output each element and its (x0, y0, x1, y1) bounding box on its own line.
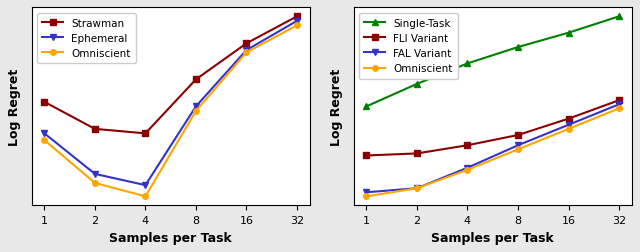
Single-Task (564, 32, 572, 35)
Single-Task (413, 83, 421, 86)
Omniscient (514, 148, 522, 151)
FAL Variant (615, 103, 623, 106)
FAL Variant (463, 167, 471, 170)
Ephemeral (40, 132, 48, 135)
FAL Variant (564, 124, 572, 127)
FLI Variant (514, 134, 522, 137)
Strawman (91, 128, 99, 131)
Omniscient (413, 187, 421, 190)
FLI Variant (615, 99, 623, 102)
Line: Ephemeral: Ephemeral (42, 19, 300, 188)
Omniscient (91, 182, 99, 185)
Single-Task (463, 63, 471, 66)
FLI Variant (363, 154, 371, 157)
FLI Variant (564, 118, 572, 121)
Strawman (243, 43, 250, 46)
Omniscient (192, 110, 200, 113)
Line: Single-Task: Single-Task (364, 15, 622, 110)
Line: Omniscient: Omniscient (364, 106, 622, 199)
Legend: Strawman, Ephemeral, Omniscient: Strawman, Ephemeral, Omniscient (37, 14, 136, 64)
Y-axis label: Log Regret: Log Regret (8, 69, 21, 145)
Line: Strawman: Strawman (42, 15, 300, 137)
FLI Variant (413, 152, 421, 155)
Omniscient (141, 195, 149, 198)
Ephemeral (91, 173, 99, 176)
Ephemeral (243, 49, 250, 52)
FAL Variant (514, 144, 522, 147)
Single-Task (363, 105, 371, 108)
Line: FAL Variant: FAL Variant (364, 102, 622, 195)
Omniscient (564, 128, 572, 131)
Strawman (141, 132, 149, 135)
Ephemeral (192, 105, 200, 108)
Omniscient (615, 107, 623, 110)
Line: Omniscient: Omniscient (42, 23, 300, 199)
Strawman (192, 79, 200, 82)
Omniscient (40, 139, 48, 142)
Strawman (293, 16, 301, 19)
Omniscient (293, 25, 301, 28)
Single-Task (514, 46, 522, 49)
Omniscient (463, 169, 471, 172)
FAL Variant (413, 187, 421, 190)
FLI Variant (463, 144, 471, 147)
Omniscient (363, 195, 371, 198)
Single-Task (615, 16, 623, 19)
Legend: Single-Task, FLI Variant, FAL Variant, Omniscient: Single-Task, FLI Variant, FAL Variant, O… (359, 14, 458, 79)
Ephemeral (141, 184, 149, 187)
Ephemeral (293, 20, 301, 23)
X-axis label: Samples per Task: Samples per Task (109, 231, 232, 244)
Line: FLI Variant: FLI Variant (364, 98, 622, 159)
Strawman (40, 101, 48, 104)
Omniscient (243, 52, 250, 55)
Y-axis label: Log Regret: Log Regret (330, 69, 344, 145)
FAL Variant (363, 191, 371, 194)
X-axis label: Samples per Task: Samples per Task (431, 231, 554, 244)
